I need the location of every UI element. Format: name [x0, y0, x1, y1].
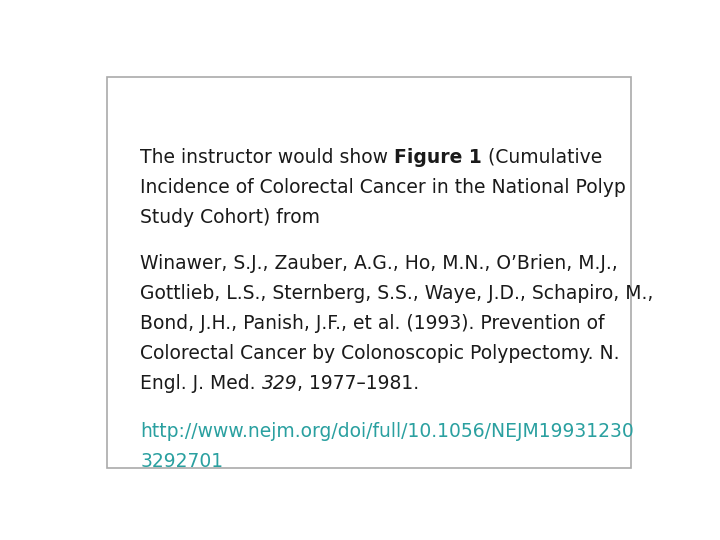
- Text: Gottlieb, L.S., Sternberg, S.S., Waye, J.D., Schapiro, M.,: Gottlieb, L.S., Sternberg, S.S., Waye, J…: [140, 284, 654, 303]
- Text: The instructor would show: The instructor would show: [140, 148, 395, 167]
- Text: Incidence of Colorectal Cancer in the National Polyp: Incidence of Colorectal Cancer in the Na…: [140, 178, 626, 197]
- Text: (Cumulative: (Cumulative: [482, 148, 602, 167]
- Text: Bond, J.H., Panish, J.F., et al. (1993). Prevention of: Bond, J.H., Panish, J.F., et al. (1993).…: [140, 314, 605, 333]
- Text: , 1977–1981.: , 1977–1981.: [297, 374, 420, 393]
- FancyBboxPatch shape: [107, 77, 631, 468]
- Text: Study Cohort) from: Study Cohort) from: [140, 208, 320, 227]
- Text: Winawer, S.J., Zauber, A.G., Ho, M.N., O’Brien, M.J.,: Winawer, S.J., Zauber, A.G., Ho, M.N., O…: [140, 254, 618, 273]
- Text: 329: 329: [262, 374, 297, 393]
- Text: Engl. J. Med.: Engl. J. Med.: [140, 374, 262, 393]
- Text: Figure 1: Figure 1: [395, 148, 482, 167]
- Text: 3292701: 3292701: [140, 452, 223, 471]
- Text: Colorectal Cancer by Colonoscopic Polypectomy. N.: Colorectal Cancer by Colonoscopic Polype…: [140, 344, 620, 363]
- Text: http://www.nejm.org/doi/full/10.1056/NEJM19931230: http://www.nejm.org/doi/full/10.1056/NEJ…: [140, 422, 634, 441]
